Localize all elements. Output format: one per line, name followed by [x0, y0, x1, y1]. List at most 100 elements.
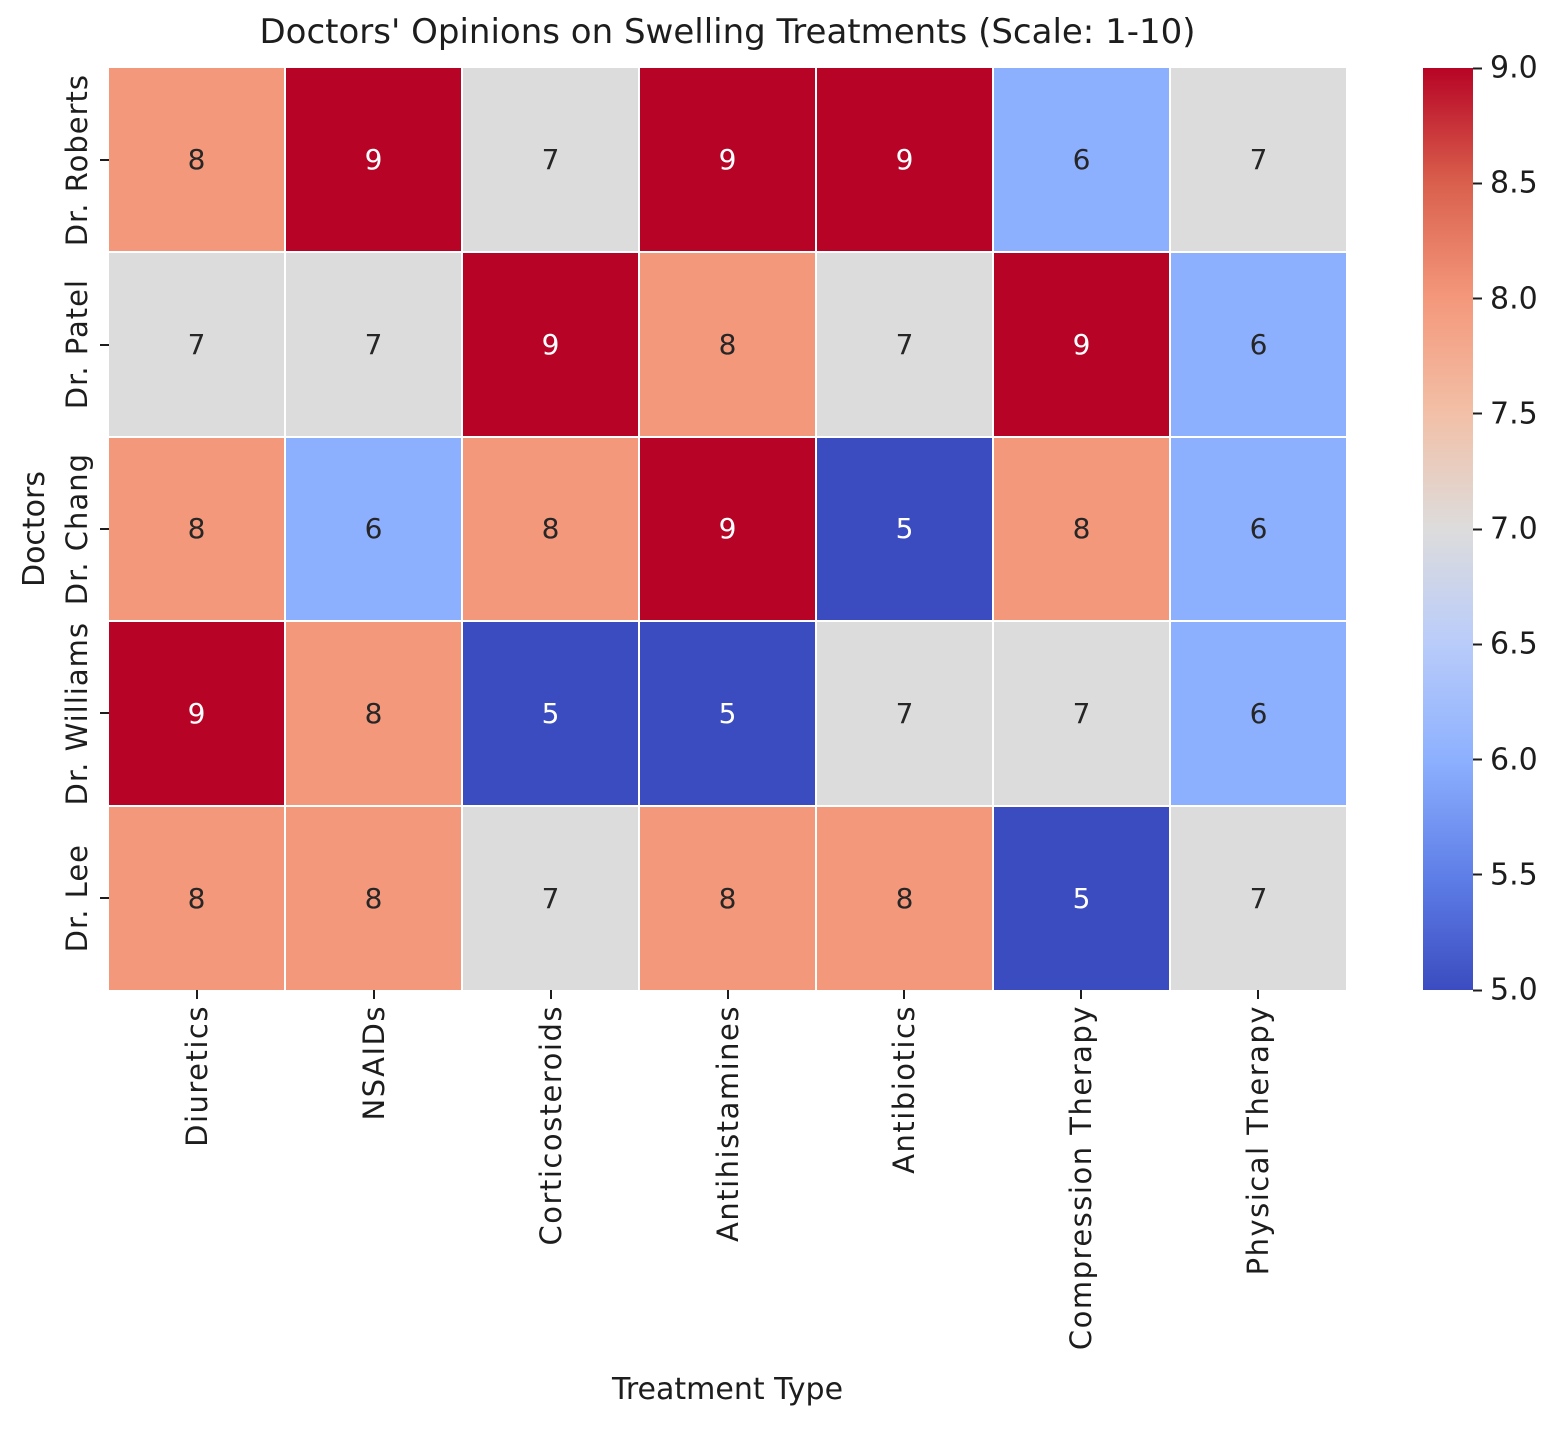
- x-tick-mark: [196, 990, 199, 999]
- y-axis-title: Doctors: [16, 470, 52, 588]
- x-tick-label: Antihistamines: [710, 1005, 745, 1242]
- y-tick-label: Dr. Roberts: [60, 74, 94, 247]
- colorbar-tick-mark: [1473, 989, 1482, 991]
- y-tick-label: Dr. Lee: [60, 843, 94, 952]
- heatmap-cell: 5: [817, 437, 992, 621]
- heatmap-cell: 7: [1171, 68, 1346, 251]
- colorbar-tick: 8.5: [1473, 166, 1538, 201]
- chart-title: Doctors' Opinions on Swelling Treatments…: [259, 12, 1196, 52]
- heatmap-cell: 8: [640, 807, 815, 990]
- heatmap-cell: 8: [640, 252, 815, 436]
- heatmap-cell: 7: [994, 622, 1169, 806]
- colorbar-tick-label: 9.0: [1490, 50, 1538, 86]
- heatmap-cell: 8: [463, 437, 638, 621]
- heatmap-cell: 9: [286, 68, 461, 251]
- y-tick: Dr. Roberts: [0, 68, 109, 252]
- colorbar-tick-label: 6.0: [1490, 742, 1538, 777]
- y-tick-mark: [100, 343, 109, 346]
- x-tick: Diuretics: [109, 990, 286, 1362]
- heatmap-cell: 7: [1171, 807, 1346, 990]
- x-tick-label: Corticosteroids: [533, 1005, 568, 1246]
- colorbar-tick: 6.5: [1473, 627, 1538, 662]
- heatmap-cell: 8: [286, 807, 461, 990]
- y-tick-label: Dr. Chang: [60, 452, 94, 606]
- colorbar-tick-label: 7.5: [1490, 396, 1538, 432]
- x-tick-label: Physical Therapy: [1240, 1005, 1275, 1276]
- heatmap-cell: 9: [640, 437, 815, 621]
- x-tick: Compression Therapy: [993, 990, 1170, 1362]
- heatmap-cell: 8: [109, 68, 284, 251]
- heatmap-cell: 5: [640, 622, 815, 806]
- x-tick: NSAIDs: [286, 990, 463, 1362]
- y-tick: Dr. Lee: [0, 806, 109, 990]
- x-tick-mark: [1256, 990, 1259, 999]
- heatmap-cell: 9: [463, 252, 638, 436]
- heatmap-cell: 8: [109, 437, 284, 621]
- y-tick-label: Dr. Williams: [60, 621, 94, 806]
- colorbar-tick: 7.0: [1473, 512, 1538, 547]
- x-tick: Antihistamines: [639, 990, 816, 1362]
- x-tick: Physical Therapy: [1169, 990, 1346, 1362]
- y-tick: Dr. Patel: [0, 252, 109, 436]
- heatmap-cell: 5: [463, 622, 638, 806]
- heatmap-cell: 8: [994, 437, 1169, 621]
- x-tick-mark: [1079, 990, 1082, 999]
- y-tick-mark: [100, 896, 109, 899]
- y-axis-ticks: Dr. Roberts Dr. Patel Dr. Chang Dr. William…: [0, 68, 109, 990]
- x-tick-label: Diuretics: [180, 1005, 215, 1147]
- heatmap-cell: 7: [817, 622, 992, 806]
- heatmap-cell: 6: [1171, 252, 1346, 436]
- x-tick-label: Compression Therapy: [1063, 1005, 1098, 1351]
- x-tick-mark: [903, 990, 906, 999]
- colorbar-tick: 5.0: [1473, 973, 1538, 1008]
- heatmap-cell: 7: [817, 252, 992, 436]
- heatmap-cell: 6: [994, 68, 1169, 251]
- colorbar-tick-label: 8.0: [1490, 281, 1538, 316]
- y-tick-mark: [100, 159, 109, 162]
- colorbar-tick: 6.0: [1473, 742, 1538, 777]
- x-tick: Antibiotics: [816, 990, 993, 1362]
- colorbar-tick: 8.0: [1473, 281, 1538, 316]
- colorbar-tick: 5.5: [1473, 857, 1538, 892]
- heatmap-cell: 9: [994, 252, 1169, 436]
- colorbar-tick-label: 7.0: [1490, 511, 1538, 547]
- colorbar-tick-label: 6.5: [1490, 626, 1538, 662]
- heatmap-cell: 9: [817, 68, 992, 251]
- heatmap-cell: 9: [109, 622, 284, 806]
- heatmap-cell: 8: [109, 807, 284, 990]
- colorbar-tick-mark: [1473, 297, 1482, 300]
- colorbar-tick-mark: [1473, 873, 1482, 876]
- x-tick: Corticosteroids: [462, 990, 639, 1362]
- heatmap-cell: 9: [640, 68, 815, 251]
- colorbar-tick-mark: [1473, 67, 1482, 69]
- colorbar-ticks: 9.0 8.5 8.0 7.5 7.0 6.5 6.0 5.5 5.0: [1473, 51, 1553, 1008]
- colorbar-tick: 7.5: [1473, 396, 1538, 431]
- colorbar-tick-mark: [1473, 182, 1482, 185]
- colorbar-tick: 9.0: [1473, 51, 1538, 86]
- heatmap-cell: 8: [286, 622, 461, 806]
- x-axis-title: Treatment Type: [611, 1372, 844, 1407]
- x-tick-mark: [549, 990, 552, 999]
- heatmap-cell: 7: [463, 807, 638, 990]
- heatmap-cell: 5: [994, 807, 1169, 990]
- y-tick: Dr. Chang: [0, 437, 109, 621]
- y-tick: Dr. Williams: [0, 621, 109, 805]
- x-tick-label: NSAIDs: [357, 1005, 392, 1121]
- heatmap-cell: 6: [286, 437, 461, 621]
- colorbar-tick-mark: [1473, 528, 1482, 530]
- colorbar-tick-label: 8.5: [1490, 165, 1538, 201]
- heatmap-cell: 8: [817, 807, 992, 990]
- y-tick-label: Dr. Patel: [60, 279, 94, 410]
- colorbar-tick-label: 5.0: [1490, 972, 1538, 1008]
- colorbar-tick-mark: [1473, 412, 1482, 415]
- x-tick-mark: [726, 990, 729, 999]
- y-tick-mark: [100, 528, 109, 531]
- x-tick-mark: [373, 990, 376, 999]
- heatmap-cell: 6: [1171, 437, 1346, 621]
- colorbar: [1423, 68, 1473, 990]
- heatmap-cell: 7: [109, 252, 284, 436]
- colorbar-tick-mark: [1473, 643, 1482, 646]
- colorbar-tick-mark: [1473, 758, 1482, 761]
